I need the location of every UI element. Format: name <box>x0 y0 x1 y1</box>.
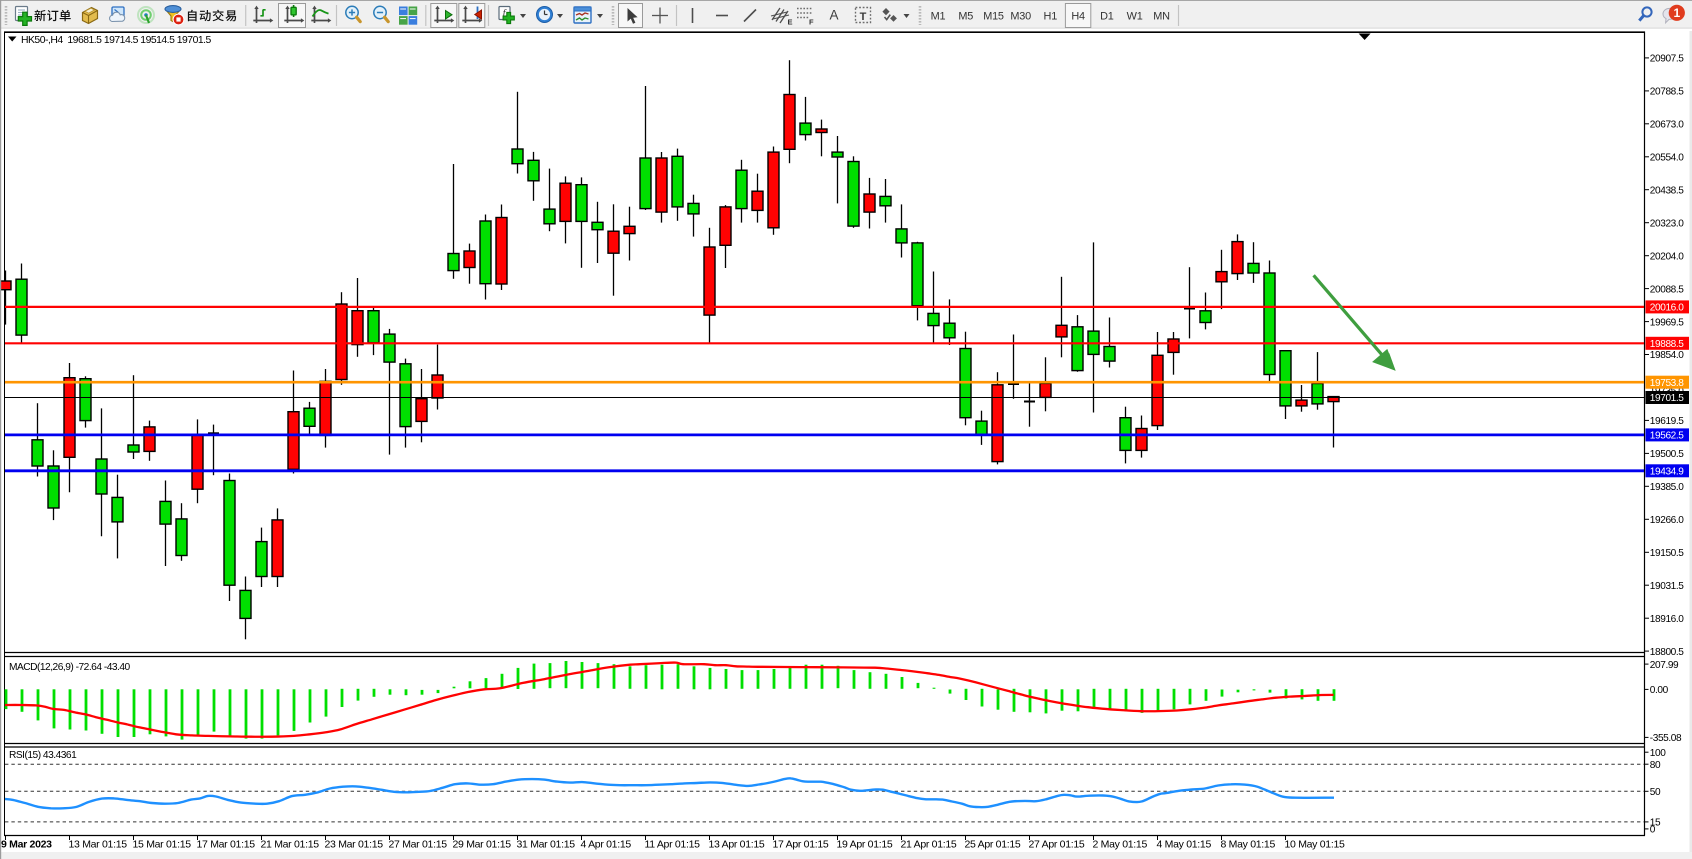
svg-text:M5: M5 <box>958 10 973 22</box>
svg-text:H1: H1 <box>1044 10 1058 22</box>
svg-text:20907.5: 20907.5 <box>1650 54 1684 65</box>
svg-text:10 May 01:15: 10 May 01:15 <box>1285 839 1345 851</box>
svg-text:27 Apr 01:15: 27 Apr 01:15 <box>1029 839 1085 851</box>
svg-text:20088.5: 20088.5 <box>1650 284 1684 295</box>
svg-text:21 Apr 01:15: 21 Apr 01:15 <box>901 839 957 851</box>
svg-text:f: f <box>503 9 507 20</box>
svg-text:20016.0: 20016.0 <box>1650 303 1684 314</box>
svg-text:2 May 01:15: 2 May 01:15 <box>1093 839 1148 851</box>
svg-text:50: 50 <box>1650 787 1661 798</box>
svg-text:0: 0 <box>1650 825 1656 836</box>
svg-text:9 Mar 2023: 9 Mar 2023 <box>1 839 52 851</box>
svg-text:4 May 01:15: 4 May 01:15 <box>1157 839 1212 851</box>
svg-text:19385.0: 19385.0 <box>1650 482 1684 493</box>
svg-text:M30: M30 <box>1010 10 1031 22</box>
svg-text:27 Mar 01:15: 27 Mar 01:15 <box>389 839 448 851</box>
svg-text:19753.8: 19753.8 <box>1650 378 1684 389</box>
svg-text:19619.5: 19619.5 <box>1650 416 1684 427</box>
svg-text:W1: W1 <box>1127 10 1143 22</box>
svg-text:19150.5: 19150.5 <box>1650 548 1684 559</box>
svg-text:15: 15 <box>1650 818 1661 829</box>
svg-text:11 Apr 01:15: 11 Apr 01:15 <box>645 839 701 851</box>
svg-text:18916.0: 18916.0 <box>1650 614 1684 625</box>
svg-text:D1: D1 <box>1100 10 1114 22</box>
svg-text:19031.5: 19031.5 <box>1650 581 1684 592</box>
svg-text:1: 1 <box>1673 6 1680 20</box>
svg-text:17 Apr 01:15: 17 Apr 01:15 <box>773 839 829 851</box>
svg-text:13 Mar 01:15: 13 Mar 01:15 <box>69 839 128 851</box>
svg-text:18800.5: 18800.5 <box>1650 647 1684 658</box>
svg-text:19500.5: 19500.5 <box>1650 449 1684 460</box>
svg-text:RSI(15) 43.4361: RSI(15) 43.4361 <box>9 750 77 761</box>
svg-text:-355.08: -355.08 <box>1650 733 1682 744</box>
svg-text:19266.0: 19266.0 <box>1650 515 1684 526</box>
svg-text:20673.0: 20673.0 <box>1650 120 1684 131</box>
svg-text:F: F <box>809 18 814 27</box>
svg-text:13 Apr 01:15: 13 Apr 01:15 <box>709 839 765 851</box>
svg-text:HK50-,H4 19681.5 19714.5 1951: HK50-,H4 19681.5 19714.5 19514.5 19701.5 <box>21 35 212 46</box>
svg-text:19969.5: 19969.5 <box>1650 317 1684 328</box>
svg-text:0.00: 0.00 <box>1650 685 1669 696</box>
svg-text:23 Mar 01:15: 23 Mar 01:15 <box>325 839 384 851</box>
svg-text:19888.5: 19888.5 <box>1650 339 1684 350</box>
svg-text:A: A <box>829 8 838 23</box>
svg-text:100: 100 <box>1650 748 1666 759</box>
svg-text:29 Mar 01:15: 29 Mar 01:15 <box>453 839 512 851</box>
svg-text:31 Mar 01:15: 31 Mar 01:15 <box>517 839 576 851</box>
svg-text:MN: MN <box>1153 10 1170 22</box>
svg-text:M1: M1 <box>931 10 946 22</box>
svg-text:MACD(12,26,9) -72.64 -43.40: MACD(12,26,9) -72.64 -43.40 <box>9 662 131 673</box>
svg-text:207.99: 207.99 <box>1650 660 1679 671</box>
svg-text:19701.5: 19701.5 <box>1650 393 1684 404</box>
svg-text:20438.5: 20438.5 <box>1650 185 1684 196</box>
svg-text:17 Mar 01:15: 17 Mar 01:15 <box>197 839 256 851</box>
svg-text:21 Mar 01:15: 21 Mar 01:15 <box>261 839 320 851</box>
svg-text:20788.5: 20788.5 <box>1650 87 1684 98</box>
svg-text:19434.9: 19434.9 <box>1650 467 1684 478</box>
svg-text:20554.0: 20554.0 <box>1650 153 1684 164</box>
svg-text:19854.0: 19854.0 <box>1650 350 1684 361</box>
svg-text:15 Mar 01:15: 15 Mar 01:15 <box>133 839 192 851</box>
svg-text:8 May 01:15: 8 May 01:15 <box>1221 839 1276 851</box>
svg-text:H4: H4 <box>1071 10 1085 22</box>
svg-text:25 Apr 01:15: 25 Apr 01:15 <box>965 839 1021 851</box>
svg-text:19 Apr 01:15: 19 Apr 01:15 <box>837 839 893 851</box>
svg-text:4 Apr 01:15: 4 Apr 01:15 <box>581 839 632 851</box>
svg-text:T: T <box>860 11 867 23</box>
svg-text:19562.5: 19562.5 <box>1650 431 1684 442</box>
svg-text:M15: M15 <box>983 10 1004 22</box>
svg-text:80: 80 <box>1650 760 1661 771</box>
svg-text:20323.0: 20323.0 <box>1650 218 1684 229</box>
svg-text:20204.0: 20204.0 <box>1650 251 1684 262</box>
svg-text:E: E <box>788 18 793 27</box>
